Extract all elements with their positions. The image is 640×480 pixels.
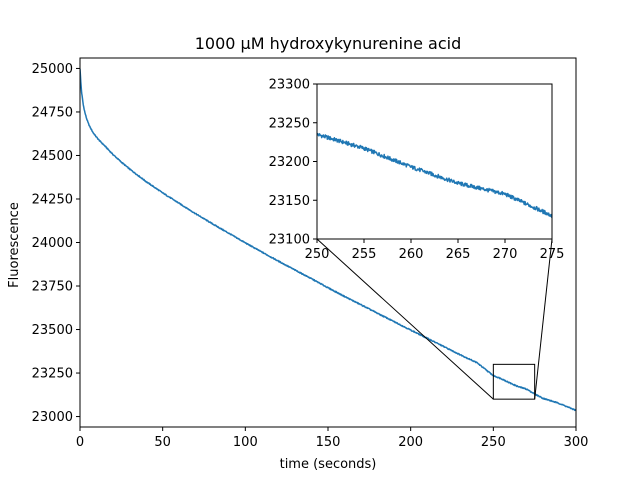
main-x-tick-label: 200 xyxy=(398,435,423,450)
inset-x-tick-label: 250 xyxy=(305,247,330,262)
main-y-tick-label: 24250 xyxy=(32,192,73,207)
main-y-tick-label: 25000 xyxy=(32,62,73,77)
main-x-tick-label: 300 xyxy=(564,435,589,450)
inset-y-tick-label: 23300 xyxy=(269,78,310,93)
main-frame xyxy=(79,57,577,428)
chart-title: 1000 μM hydroxykynurenine acid xyxy=(195,34,461,53)
main-y-tick-label: 24500 xyxy=(32,149,73,164)
inset-y-tick-label: 23150 xyxy=(269,194,310,209)
inset-y-tick-label: 23200 xyxy=(269,155,310,170)
main-x-tick-label: 0 xyxy=(76,435,84,450)
y-axis-label: Fluorescence xyxy=(7,202,22,288)
zoom-connectors xyxy=(316,238,553,400)
inset-frame xyxy=(316,83,553,240)
main-x-tick-label: 50 xyxy=(154,435,171,450)
inset-series-line xyxy=(317,132,552,218)
inset-x-tick-label: 265 xyxy=(446,247,471,262)
main-y-tick-label: 23750 xyxy=(32,280,73,295)
main-x-tick-label: 150 xyxy=(316,435,341,450)
main-y-tick-label: 23500 xyxy=(32,323,73,338)
inset-y-tick-label: 23250 xyxy=(269,116,310,131)
zoom-connector-left xyxy=(316,238,494,400)
main-y-tick-label: 24750 xyxy=(32,105,73,120)
inset-y-tick-label: 23100 xyxy=(269,233,310,248)
main-y-tick-label: 23000 xyxy=(32,410,73,425)
main-x-tick-label: 100 xyxy=(233,435,258,450)
main-y-tick-label: 23250 xyxy=(32,367,73,382)
inset-x-tick-label: 255 xyxy=(352,247,377,262)
inset-x-tick-label: 270 xyxy=(493,247,518,262)
zoom-connector-right xyxy=(534,238,553,400)
inset-background xyxy=(317,84,552,239)
inset-x-tick-label: 260 xyxy=(399,247,424,262)
x-axis-label: time (seconds) xyxy=(280,457,377,472)
inset-plot: 250 255 260 265 270 275 23100 23150 23200 23250 23… xyxy=(269,78,565,263)
main-x-tick-label: 250 xyxy=(481,435,506,450)
zoom-box xyxy=(492,363,536,400)
main-y-tick-label: 24000 xyxy=(32,236,73,251)
inset-x-tick-label: 275 xyxy=(540,247,565,262)
